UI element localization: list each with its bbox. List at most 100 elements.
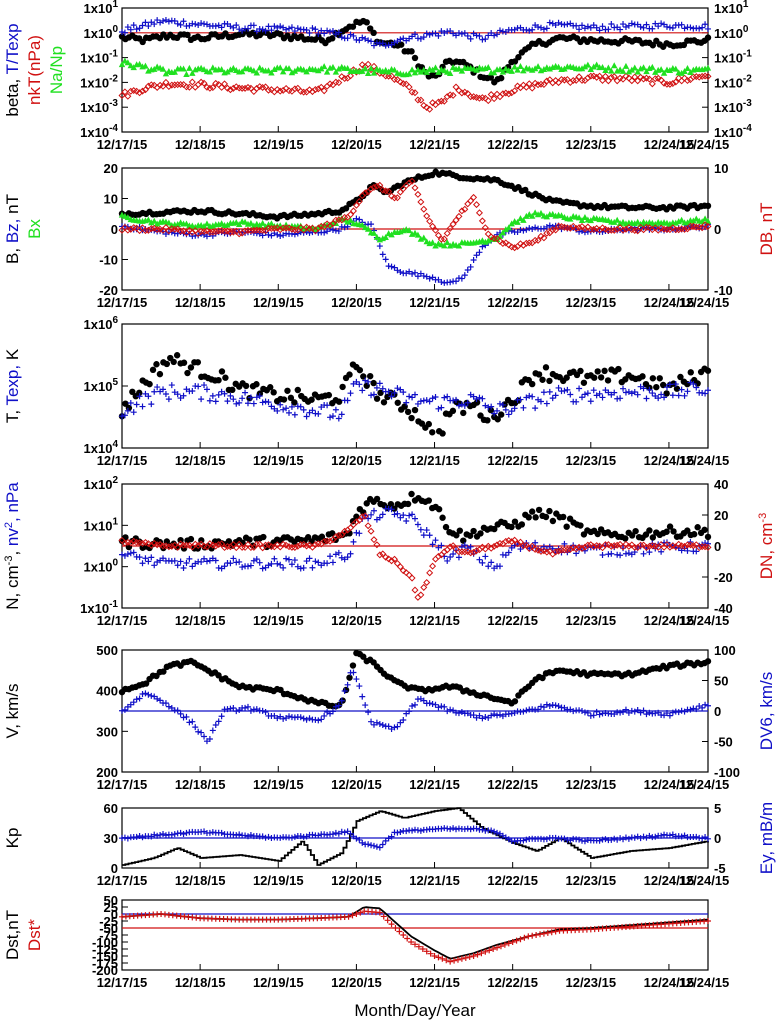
y-axis-label-2: Dst* bbox=[25, 919, 44, 952]
data-point bbox=[404, 500, 412, 508]
data-point bbox=[253, 556, 260, 563]
x-tick-label: 12/19/15 bbox=[253, 137, 304, 152]
data-point bbox=[271, 66, 278, 73]
y-tick-label: 1x10-3 bbox=[80, 98, 118, 115]
data-point bbox=[165, 703, 172, 710]
y2-tick-label: 1x10-1 bbox=[714, 49, 752, 66]
data-point bbox=[376, 551, 384, 559]
data-point bbox=[256, 559, 263, 566]
data-point bbox=[473, 66, 480, 73]
y2-tick-label: 5 bbox=[714, 801, 721, 816]
data-point bbox=[482, 553, 489, 560]
data-point bbox=[329, 226, 336, 233]
data-point bbox=[631, 388, 638, 395]
y2-tick-label: -5 bbox=[714, 861, 726, 876]
data-point bbox=[584, 61, 592, 68]
data-point bbox=[364, 225, 372, 232]
data-point bbox=[640, 707, 647, 714]
data-point bbox=[628, 20, 635, 27]
data-point bbox=[579, 22, 586, 29]
data-point bbox=[352, 518, 360, 526]
data-point bbox=[188, 78, 196, 86]
data-point bbox=[570, 708, 577, 715]
data-point bbox=[373, 384, 380, 391]
data-point bbox=[177, 227, 185, 235]
data-point bbox=[628, 532, 636, 539]
data-point bbox=[318, 27, 325, 34]
data-point bbox=[593, 708, 600, 715]
data-point bbox=[590, 387, 597, 394]
data-point bbox=[363, 382, 370, 389]
data-point bbox=[273, 541, 281, 549]
data-point bbox=[391, 511, 398, 518]
data-point bbox=[218, 24, 225, 31]
data-point bbox=[406, 512, 413, 519]
data-point bbox=[420, 34, 427, 41]
data-point bbox=[335, 415, 342, 422]
y-axis-label: beta, T/Texp bbox=[3, 23, 22, 116]
data-point bbox=[347, 211, 355, 219]
data-point bbox=[236, 558, 243, 565]
series-black-dot bbox=[118, 649, 712, 710]
data-point bbox=[320, 538, 328, 546]
data-point bbox=[423, 212, 431, 220]
data-point bbox=[488, 827, 495, 834]
data-point bbox=[470, 548, 478, 556]
data-point bbox=[440, 235, 448, 243]
data-point bbox=[540, 81, 548, 89]
data-point bbox=[373, 541, 381, 549]
data-point bbox=[581, 214, 589, 221]
data-point bbox=[427, 950, 434, 957]
data-point bbox=[221, 563, 228, 570]
data-point bbox=[150, 81, 158, 89]
data-point bbox=[397, 514, 404, 521]
data-point bbox=[121, 834, 128, 841]
data-point bbox=[649, 63, 656, 70]
data-point bbox=[224, 221, 231, 228]
data-point bbox=[432, 64, 439, 71]
data-point bbox=[409, 827, 416, 834]
data-point bbox=[475, 94, 483, 102]
data-point bbox=[526, 392, 533, 399]
data-point bbox=[622, 550, 629, 557]
data-point bbox=[400, 932, 407, 938]
data-point bbox=[359, 387, 366, 394]
data-point bbox=[142, 680, 150, 687]
data-point bbox=[373, 39, 380, 46]
data-point bbox=[365, 378, 372, 385]
data-point bbox=[511, 63, 518, 70]
data-point bbox=[438, 825, 445, 832]
data-point bbox=[195, 383, 202, 390]
y-tick-label: 0 bbox=[111, 861, 118, 876]
data-point bbox=[230, 24, 237, 31]
data-point bbox=[689, 542, 697, 550]
data-point bbox=[649, 390, 656, 397]
data-point bbox=[619, 67, 627, 74]
data-point bbox=[542, 364, 550, 371]
data-point bbox=[426, 217, 434, 225]
data-point bbox=[692, 541, 700, 549]
data-point bbox=[447, 553, 454, 560]
data-point bbox=[218, 368, 226, 375]
data-point bbox=[367, 65, 375, 72]
data-point bbox=[479, 559, 486, 566]
data-point bbox=[215, 376, 222, 384]
data-point bbox=[704, 533, 712, 541]
y-tick-label: 200 bbox=[96, 765, 118, 780]
data-point bbox=[315, 67, 322, 74]
data-point bbox=[159, 542, 167, 550]
data-point bbox=[467, 549, 475, 557]
data-point bbox=[540, 65, 548, 72]
data-point bbox=[170, 358, 177, 366]
data-point bbox=[198, 537, 205, 544]
data-point bbox=[408, 939, 415, 945]
data-point bbox=[666, 523, 674, 530]
data-point bbox=[136, 832, 143, 839]
data-point bbox=[543, 25, 550, 32]
x-tick-label-end: 12/24/15 bbox=[679, 873, 730, 888]
data-point bbox=[439, 514, 446, 521]
data-point bbox=[341, 829, 348, 836]
data-point bbox=[148, 401, 155, 408]
data-point bbox=[195, 728, 202, 735]
data-point bbox=[341, 527, 349, 535]
